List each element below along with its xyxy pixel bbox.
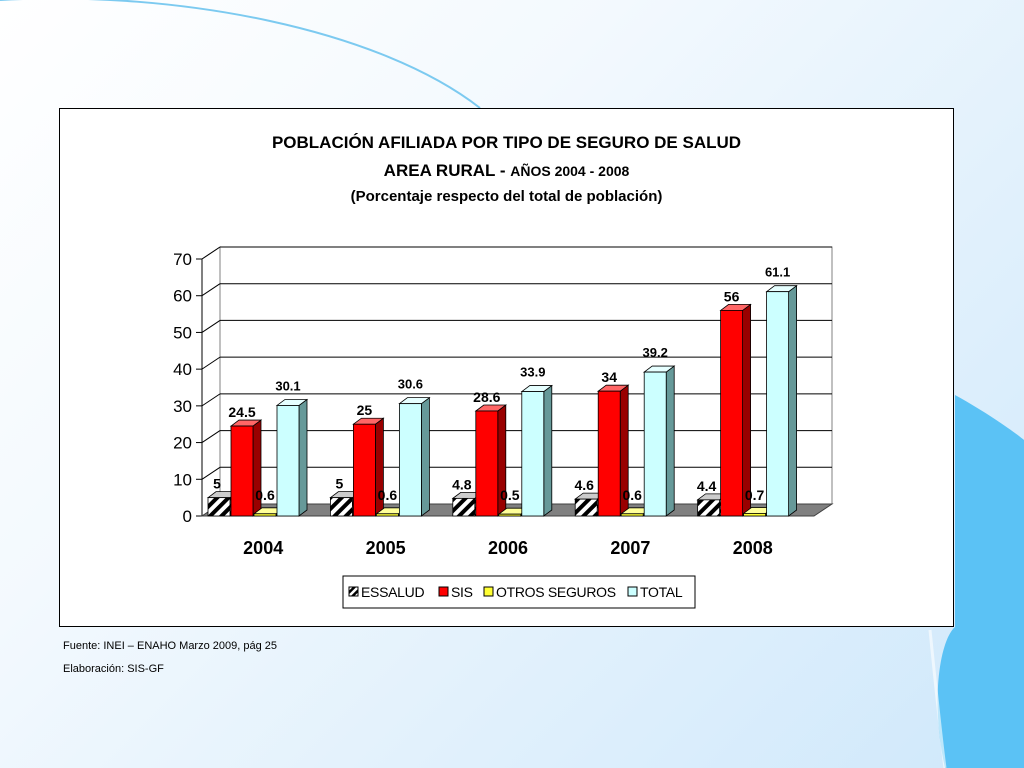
chart-frame: POBLACIÓN AFILIADA POR TIPO DE SEGURO DE… [59,108,954,627]
y-tick-label: 50 [173,323,192,342]
legend-label-total: TOTAL [640,584,683,600]
chart-title: POBLACIÓN AFILIADA POR TIPO DE SEGURO DE… [271,133,742,152]
bar-total [276,405,300,517]
bar-essalud [574,498,598,517]
legend-label-essalud: ESSALUD [361,584,424,600]
y-tick-label: 30 [173,397,192,416]
gridline-side [201,466,221,480]
bar-total [398,403,422,517]
data-label-otros-seguros: 0.6 [255,487,275,503]
legend-swatch-sis [438,586,449,597]
bar-essalud [697,499,720,517]
data-label-sis: 28.6 [473,389,500,405]
bar-otros-seguros [253,513,277,517]
bar-otros-seguros [620,513,644,517]
data-label-total: 30.6 [398,377,423,392]
y-tick-label: 40 [173,360,192,379]
gridline-side [201,356,221,370]
bar-side-total [420,396,430,517]
data-label-essalud: 5 [336,476,344,492]
gridline-side [201,320,221,333]
bar-total [643,371,667,517]
bar-total [766,291,789,517]
data-label-total: 39.2 [643,345,668,360]
bar-total [521,391,545,517]
legend-label-sis: SIS [451,584,473,600]
bar-sis [230,425,254,517]
legend-swatch-otros-seguros [483,586,494,597]
data-label-sis: 25 [357,402,373,418]
x-tick-label: 2006 [488,538,528,558]
bar-otros-seguros [743,513,766,517]
data-label-sis: 34 [601,369,617,385]
gridline-side [201,393,221,407]
bar-side-total [543,384,553,517]
legend-swatch-essalud [348,586,359,597]
data-label-total: 33.9 [520,365,545,380]
bar-essalud [452,497,476,517]
bar-sis [475,410,499,517]
gridline-side [201,430,221,443]
y-tick-label: 70 [173,250,192,269]
data-label-otros-seguros: 0.6 [622,487,642,503]
x-tick-label: 2005 [366,538,406,558]
bar-side-total [788,284,797,517]
data-label-sis: 56 [724,288,740,304]
bar-otros-seguros [375,513,399,517]
bar-sis [720,309,743,517]
data-label-otros-seguros: 0.6 [378,487,398,503]
chart-title-years: AÑOS 2004 - 2008 [510,163,630,179]
data-label-total: 30.1 [275,378,300,393]
data-label-otros-seguros: 0.7 [745,487,765,503]
bar-side-total [298,398,308,517]
data-label-essalud: 4.8 [452,476,472,492]
bar-essalud [207,497,231,517]
bar-essalud [329,497,353,517]
chart-title-line2: AREA RURAL - AÑOS 2004 - 2008 [60,161,953,181]
y-tick-label: 10 [173,470,192,489]
x-tick-label: 2007 [610,538,650,558]
data-label-sis: 24.5 [228,404,255,420]
x-tick-label: 2008 [733,538,773,558]
chart-title-area: AREA RURAL - [383,161,511,180]
source-note: Fuente: INEI – ENAHO Marzo 2009, pág 25 [63,640,278,652]
bar-side-total [665,365,675,517]
y-tick-label: 20 [173,434,192,453]
legend-swatch-total [627,586,638,597]
bar-otros-seguros [498,513,522,517]
data-label-essalud: 4.6 [574,477,594,493]
bar-sis [352,423,376,517]
bar-chart: 0 10 20 30 40 50 60 70 5 24.5 0.6 30.1 2004 5 25 0.6 30.… [173,246,834,609]
y-tick-label: 60 [173,287,192,306]
y-tick-label: 0 [183,507,192,526]
gridline-side [201,283,221,297]
data-label-essalud: 5 [213,476,221,492]
x-tick-label: 2004 [243,538,283,558]
chart-subtitle: (Porcentaje respecto del total de poblac… [350,188,663,205]
data-label-total: 61.1 [765,265,790,280]
bar-sis [597,390,621,517]
data-label-essalud: 4.4 [697,478,717,494]
data-label-otros-seguros: 0.5 [500,487,520,503]
credit-note: Elaboración: SIS-GF [63,663,164,675]
gridline-side [201,246,221,260]
bar-side-sis [742,303,751,517]
legend-label-otros-seguros: OTROS SEGUROS [496,584,616,600]
